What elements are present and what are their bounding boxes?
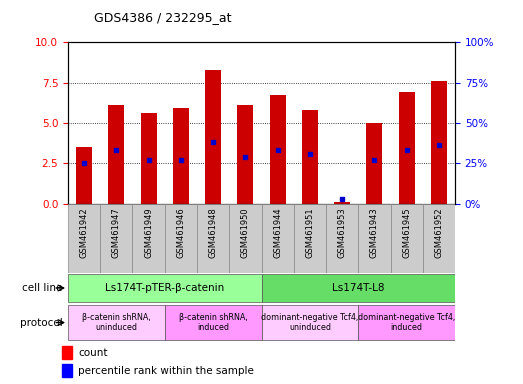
Text: GSM461953: GSM461953: [338, 207, 347, 258]
Bar: [165, 204, 197, 273]
Text: GSM461945: GSM461945: [402, 207, 411, 258]
Bar: [262, 274, 455, 302]
Text: GSM461949: GSM461949: [144, 207, 153, 258]
Bar: [76, 147, 92, 204]
Bar: [229, 204, 262, 273]
Bar: [205, 70, 221, 204]
Bar: [68, 274, 262, 302]
Text: GSM461952: GSM461952: [435, 207, 444, 258]
Bar: [197, 204, 229, 273]
Bar: [165, 305, 262, 340]
Bar: [391, 204, 423, 273]
Bar: [62, 364, 72, 377]
Bar: [68, 204, 100, 273]
Bar: [399, 92, 415, 204]
Bar: [237, 105, 254, 204]
Text: GSM461946: GSM461946: [176, 207, 185, 258]
Text: β-catenin shRNA,
uninduced: β-catenin shRNA, uninduced: [82, 313, 151, 332]
Bar: [262, 204, 294, 273]
Bar: [173, 108, 189, 204]
Text: GSM461943: GSM461943: [370, 207, 379, 258]
Bar: [423, 204, 455, 273]
Bar: [358, 204, 391, 273]
Text: GSM461950: GSM461950: [241, 207, 250, 258]
Bar: [108, 105, 124, 204]
Bar: [132, 204, 165, 273]
Text: GSM461951: GSM461951: [305, 207, 314, 258]
Bar: [302, 110, 318, 204]
Text: GSM461942: GSM461942: [79, 207, 88, 258]
Text: GSM461948: GSM461948: [209, 207, 218, 258]
Text: GSM461947: GSM461947: [112, 207, 121, 258]
Bar: [141, 113, 157, 204]
Text: β-catenin shRNA,
induced: β-catenin shRNA, induced: [179, 313, 247, 332]
Text: percentile rank within the sample: percentile rank within the sample: [78, 366, 254, 376]
Bar: [334, 202, 350, 204]
Text: GDS4386 / 232295_at: GDS4386 / 232295_at: [94, 11, 232, 24]
Bar: [262, 305, 358, 340]
Bar: [326, 204, 358, 273]
Bar: [294, 204, 326, 273]
Bar: [431, 81, 447, 204]
Text: dominant-negative Tcf4,
uninduced: dominant-negative Tcf4, uninduced: [262, 313, 358, 332]
Text: Ls174T-pTER-β-catenin: Ls174T-pTER-β-catenin: [105, 283, 224, 293]
Bar: [366, 123, 382, 204]
Text: dominant-negative Tcf4,
induced: dominant-negative Tcf4, induced: [358, 313, 455, 332]
Bar: [100, 204, 132, 273]
Text: cell line: cell line: [22, 283, 63, 293]
Text: GSM461944: GSM461944: [273, 207, 282, 258]
Text: protocol: protocol: [20, 318, 63, 328]
Bar: [62, 346, 72, 359]
Bar: [269, 96, 286, 204]
Text: count: count: [78, 348, 107, 358]
Text: Ls174T-L8: Ls174T-L8: [332, 283, 384, 293]
Bar: [68, 305, 165, 340]
Bar: [358, 305, 455, 340]
